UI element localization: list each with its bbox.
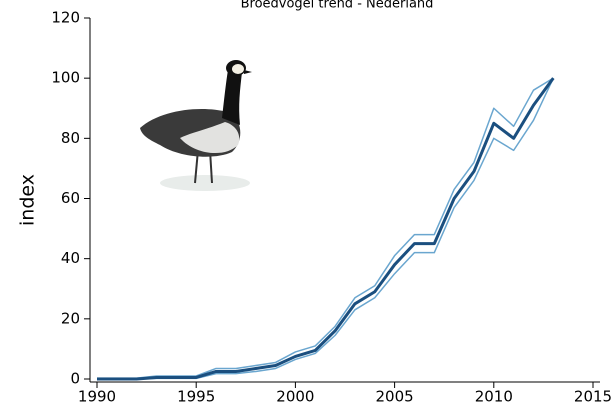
- y-tick-label: 40: [61, 249, 80, 267]
- series-line: [97, 77, 554, 379]
- y-axis-label: index: [17, 174, 39, 226]
- chart-title: Broedvogel trend - Nederland: [241, 0, 434, 12]
- y-tick-label: 120: [51, 9, 80, 27]
- x-tick-label: 2005: [376, 388, 414, 406]
- y-tick-label: 100: [51, 69, 80, 87]
- y-tick-label: 0: [70, 370, 80, 388]
- x-tick-label: 1990: [78, 388, 116, 406]
- x-tick-label: 2000: [276, 388, 314, 406]
- series-line: [97, 77, 555, 381]
- x-tick-label: 2015: [574, 388, 612, 406]
- x-tick-label: 2010: [475, 388, 513, 406]
- x-tick-label: 1995: [177, 388, 215, 406]
- y-tick-label: 80: [61, 129, 80, 147]
- y-tick-label: 60: [61, 189, 80, 207]
- goose-illustration: [140, 60, 252, 191]
- y-tick-label: 20: [61, 309, 80, 327]
